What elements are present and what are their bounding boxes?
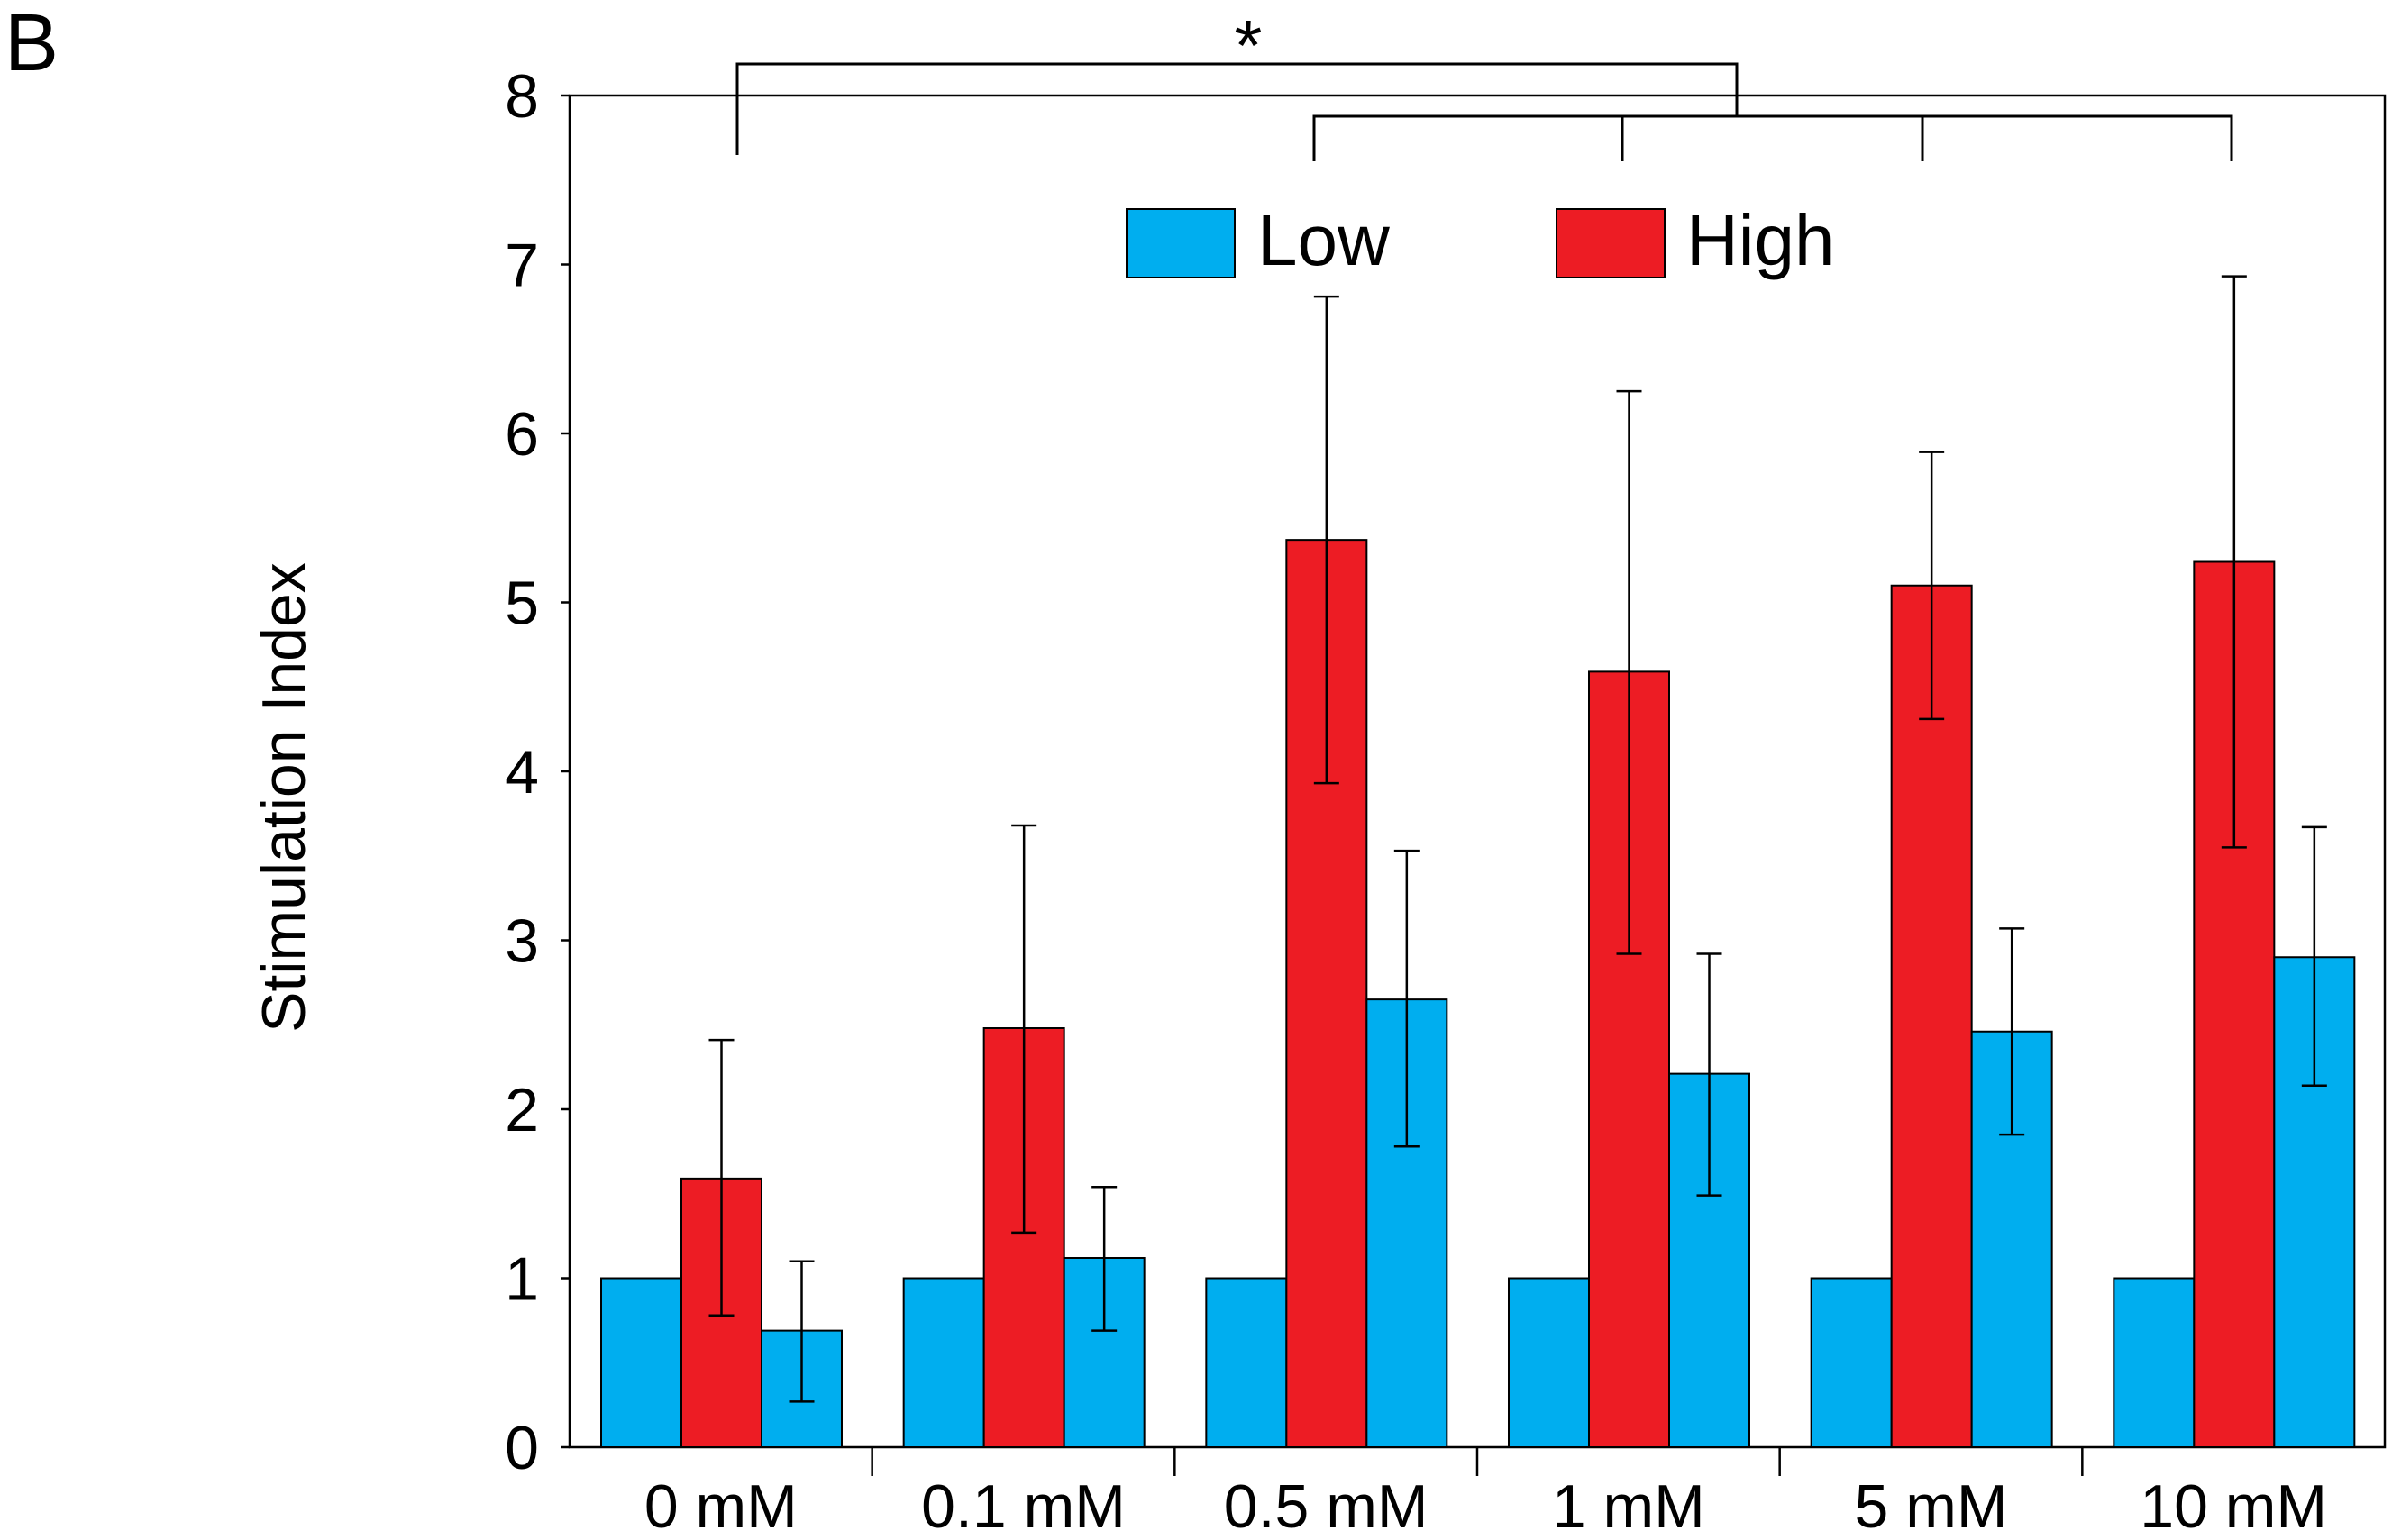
bar-low-baseline-3 [1508, 1277, 1590, 1448]
x-tick-label-5: 10 mM [2140, 1472, 2327, 1540]
bar-high-4 [1890, 584, 1973, 1448]
legend-label-high: High [1686, 200, 1835, 280]
significance-asterisk: * [1234, 5, 1262, 86]
y-tick-label-6: 6 [505, 400, 539, 469]
bracket-secondary [1312, 114, 2233, 161]
bar-low-baseline-2 [1205, 1277, 1288, 1448]
legend: Low High [1126, 200, 1835, 280]
x-axis: 0 mM 0.1 mM 0.5 mM 1 mM 5 mM 10 mM [644, 1447, 2327, 1540]
y-tick-label-4: 4 [505, 738, 539, 806]
bar-low-baseline-0 [600, 1277, 682, 1448]
bar-low-baseline-5 [2113, 1277, 2196, 1448]
y-tick-label-7: 7 [505, 232, 539, 300]
y-axis: 0 1 2 3 4 5 6 7 8 [505, 62, 570, 1482]
legend-swatch-high [1556, 208, 1666, 278]
x-tick-label-2: 0.5 mM [1224, 1472, 1429, 1540]
bar-low-5 [2273, 956, 2356, 1448]
y-tick-label-3: 3 [505, 907, 539, 976]
x-tick-label-0: 0 mM [644, 1472, 798, 1540]
x-tick-label-1: 0.1 mM [921, 1472, 1126, 1540]
legend-label-low: Low [1257, 200, 1390, 280]
panel-label: B [5, 0, 59, 88]
y-axis-title: Stimulation Index [250, 562, 318, 1033]
significance-bracket: * [735, 5, 2233, 161]
legend-swatch-low [1126, 208, 1236, 278]
x-tick-label-4: 5 mM [1855, 1472, 2008, 1540]
bars-group [600, 539, 2356, 1448]
bar-low-baseline-4 [1810, 1277, 1893, 1448]
bracket-main [735, 62, 1739, 155]
bar-low-baseline-1 [902, 1277, 985, 1448]
y-tick-label-5: 5 [505, 570, 539, 638]
error-bars-group [708, 275, 2327, 1403]
plot-frame [568, 94, 2387, 1449]
y-tick-label-1: 1 [505, 1245, 539, 1314]
x-tick-label-3: 1 mM [1552, 1472, 1705, 1540]
y-tick-label-2: 2 [505, 1076, 539, 1144]
y-tick-label-8: 8 [505, 62, 539, 131]
y-tick-label-0: 0 [505, 1414, 539, 1482]
